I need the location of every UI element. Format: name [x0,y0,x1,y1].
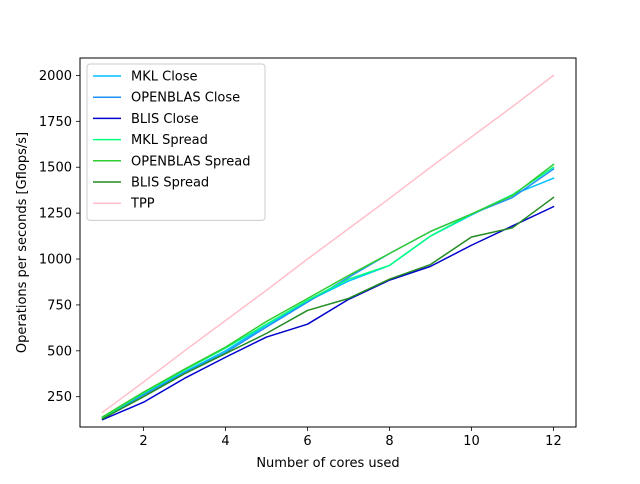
x-tick-label: 8 [385,434,393,449]
y-tick-label: 1000 [39,253,72,268]
legend-label: MKL Spread [131,133,208,148]
legend-label: BLIS Spread [131,176,209,191]
y-tick-label: 250 [47,390,72,405]
y-tick-label: 1750 [39,115,72,130]
x-tick-label: 12 [545,434,562,449]
legend-label: OPENBLAS Spread [131,154,251,169]
legend-label: OPENBLAS Close [131,91,240,106]
x-tick-label: 10 [463,434,480,449]
y-axis-ticks: 250 500 750 1000 1250 1500 1750 2000 [39,69,80,405]
y-tick-label: 2000 [39,69,72,84]
plot-lines [101,74,555,421]
series-line-2 [101,205,555,421]
y-tick-label: 1250 [39,207,72,222]
legend-box [86,63,266,221]
legend-label: TPP [130,197,155,212]
legend-label: BLIS Close [131,112,199,127]
legend-label: MKL Close [131,70,198,85]
x-tick-label: 2 [139,434,147,449]
series-line-5 [101,196,555,420]
x-axis-label: Number of cores used [256,456,399,471]
y-axis-label: Operations per seconds [Gflops/s] [15,132,30,353]
x-tick-label: 6 [303,434,311,449]
x-axis-ticks: 2 4 6 8 10 12 [139,427,562,449]
x-tick-label: 4 [221,434,229,449]
y-tick-label: 1500 [39,161,72,176]
series-line-6 [101,74,555,414]
series-line-4 [101,163,555,418]
axes-frame [79,57,577,428]
legend: MKL Close OPENBLAS Close BLIS Close MKL Spr… [86,63,266,221]
y-tick-label: 750 [47,298,72,313]
y-tick-label: 500 [47,344,72,359]
